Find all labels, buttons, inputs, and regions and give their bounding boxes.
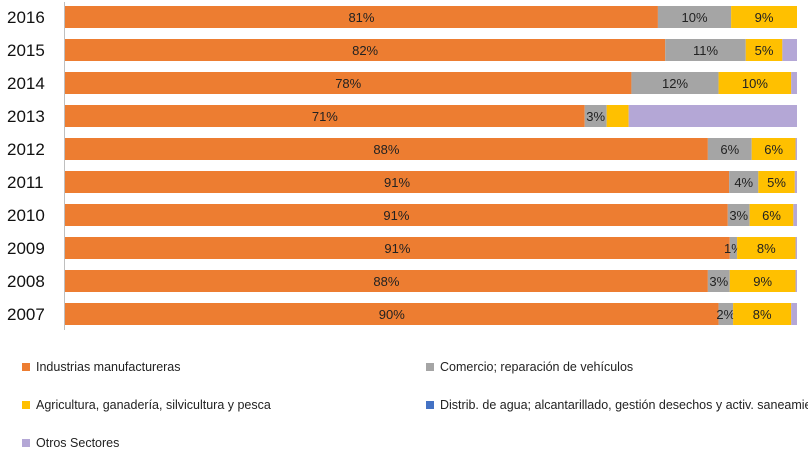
legend-label: Comercio; reparación de vehículos	[440, 360, 634, 374]
bar-other-2010	[793, 204, 797, 226]
bar-other-2012	[795, 138, 797, 160]
data-label: 12%	[662, 76, 688, 91]
bar-commerce-2012	[707, 138, 752, 160]
bar-agriculture-2010	[749, 204, 794, 226]
bar-commerce-2010	[727, 204, 750, 226]
data-label: 91%	[384, 241, 410, 256]
category-label: 2008	[7, 272, 45, 291]
data-label: 71%	[312, 109, 338, 124]
category-label: 2016	[7, 8, 45, 27]
bar-manufacturing-2011	[65, 171, 730, 193]
bar-agriculture-2013	[606, 105, 629, 127]
bar-commerce-2009	[729, 237, 738, 259]
data-label: 10%	[682, 10, 708, 25]
bar-manufacturing-2012	[65, 138, 708, 160]
legend-label: Industrias manufactureras	[36, 360, 181, 374]
bar-manufacturing-2007	[65, 303, 719, 325]
data-label: 6%	[720, 142, 739, 157]
data-label: 78%	[335, 76, 361, 91]
bar-agriculture-2007	[733, 303, 792, 325]
bar-other-2009	[795, 237, 797, 259]
data-label: 3%	[729, 208, 748, 223]
data-label: 10%	[742, 76, 768, 91]
data-label: 91%	[384, 175, 410, 190]
legend-swatch	[22, 438, 30, 447]
category-label: 2009	[7, 239, 45, 258]
data-label: 8%	[757, 241, 776, 256]
legend-item-water: Distrib. de agua; alcantarillado, gestió…	[426, 398, 808, 412]
data-label: 88%	[373, 142, 399, 157]
legend-item-commerce: Comercio; reparación de vehículos	[426, 360, 633, 374]
bar-commerce-2013	[584, 105, 607, 127]
data-label: 81%	[348, 10, 374, 25]
legend-swatch	[22, 400, 30, 409]
legend-item-agriculture: Agricultura, ganadería, silvicultura y p…	[22, 398, 271, 412]
bar-agriculture-2008	[729, 270, 796, 292]
category-label: 2014	[7, 74, 45, 93]
bar-agriculture-2009	[737, 237, 796, 259]
bar-manufacturing-2009	[65, 237, 730, 259]
bar-manufacturing-2014	[65, 72, 632, 94]
category-label: 2011	[7, 173, 44, 192]
bar-agriculture-2012	[751, 138, 796, 160]
bar-commerce-2016	[657, 6, 732, 28]
bar-commerce-2007	[718, 303, 734, 325]
data-label: 9%	[755, 10, 774, 25]
bar-other-2011	[794, 171, 797, 193]
bar-other-2008	[795, 270, 797, 292]
data-label: 9%	[753, 274, 772, 289]
data-label: 6%	[764, 142, 783, 157]
legend-item-other: Otros Sectores	[22, 436, 119, 450]
category-label: 2015	[7, 41, 45, 60]
bar-agriculture-2011	[758, 171, 795, 193]
bar-manufacturing-2015	[65, 39, 666, 61]
category-label: 2013	[7, 107, 45, 126]
data-label: 5%	[755, 43, 774, 58]
data-label: 5%	[767, 175, 786, 190]
legend-label: Agricultura, ganadería, silvicultura y p…	[36, 398, 271, 412]
bar-commerce-2014	[631, 72, 719, 94]
bar-other-2014	[791, 72, 797, 94]
data-label: 8%	[753, 307, 772, 322]
bar-other-2007	[791, 303, 797, 325]
legend-swatch	[426, 362, 434, 371]
bar-manufacturing-2008	[65, 270, 708, 292]
data-label: 82%	[352, 43, 378, 58]
bar-manufacturing-2016	[65, 6, 658, 28]
legend-label: Otros Sectores	[36, 436, 120, 450]
data-label: 6%	[762, 208, 781, 223]
data-label: 90%	[379, 307, 405, 322]
legend-swatch	[426, 400, 434, 409]
bar-manufacturing-2010	[65, 204, 728, 226]
bar-other-2013	[628, 105, 797, 127]
stacked-bar-chart: 81% 10% 9% 2016 82% 11% 5% 2015 78% 12% 10% 2014 71%…	[7, 2, 797, 330]
data-label: 88%	[373, 274, 399, 289]
data-label: 11%	[693, 43, 718, 58]
data-label: 4%	[734, 175, 753, 190]
bar-agriculture-2016	[731, 6, 797, 28]
bar-agriculture-2015	[745, 39, 783, 61]
bar-commerce-2011	[729, 171, 759, 193]
legend-label: Distrib. de agua; alcantarillado, gestió…	[440, 398, 808, 412]
bar-commerce-2008	[707, 270, 730, 292]
bar-agriculture-2014	[718, 72, 792, 94]
data-label: 3%	[709, 274, 728, 289]
data-label: 3%	[586, 109, 605, 124]
bar-commerce-2015	[665, 39, 746, 61]
bar-manufacturing-2013	[65, 105, 585, 127]
category-label: 2010	[7, 206, 45, 225]
legend-item-manufacturing: Industrias manufactureras	[22, 360, 181, 374]
category-label: 2012	[7, 140, 45, 159]
legend-swatch	[22, 362, 30, 371]
category-label: 2007	[7, 305, 45, 324]
data-label: 91%	[383, 208, 409, 223]
data-label: 2%	[716, 307, 735, 322]
bar-other-2015	[782, 39, 797, 61]
